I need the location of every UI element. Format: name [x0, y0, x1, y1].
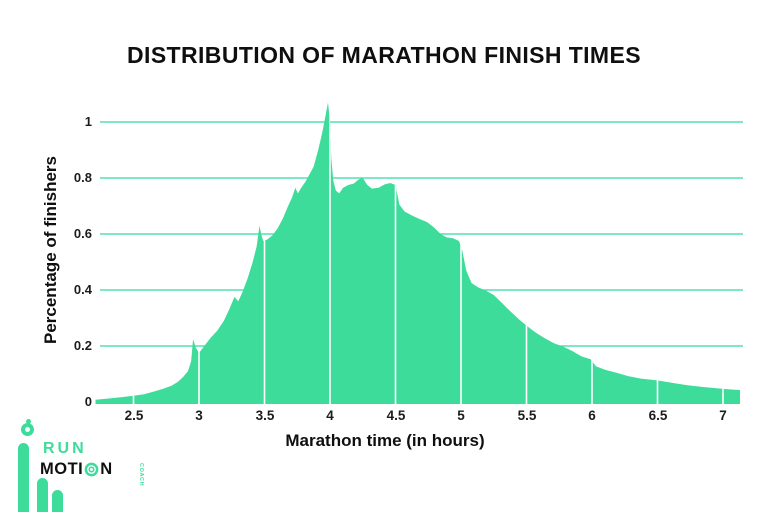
- y-tick-label: 1: [84, 114, 92, 129]
- x-tick-label: 4: [326, 408, 334, 423]
- runner-head-dot-icon: [26, 419, 31, 424]
- x-tick-label: 5.5: [517, 408, 537, 423]
- logo-motion-text: MOTI N: [40, 460, 113, 479]
- x-tick-label: 2.5: [124, 408, 144, 423]
- runner-head-icon: [21, 423, 34, 436]
- x-axis-label: Marathon time (in hours): [285, 431, 485, 450]
- target-o-icon: [84, 462, 99, 477]
- runmotion-logo: RUN MOTI N COACH: [0, 418, 180, 512]
- y-tick-label: 0.8: [73, 170, 92, 185]
- y-tick-label: 0.6: [73, 226, 92, 241]
- x-tick-label: 6: [588, 408, 596, 423]
- logo-bar-medium-icon: [37, 478, 48, 512]
- logo-bar-short-icon: [52, 490, 63, 512]
- x-tick-label: 6.5: [648, 408, 668, 423]
- finish-time-distribution-area: [95, 102, 740, 405]
- logo-motion-post: N: [100, 460, 113, 478]
- x-tick-label: 7: [719, 408, 727, 423]
- x-tick-label: 5: [457, 408, 465, 423]
- x-tick-label: 4.5: [386, 408, 406, 423]
- y-tick-label: 0: [84, 394, 92, 409]
- logo-motion-pre: MOTI: [40, 460, 84, 478]
- y-tick-label: 0.4: [73, 282, 92, 297]
- y-tick-label: 0.2: [73, 338, 92, 353]
- x-tick-label: 3: [195, 408, 203, 423]
- logo-run-text: RUN: [43, 440, 87, 457]
- chart-title: DISTRIBUTION OF MARATHON FINISH TIMES: [127, 42, 641, 68]
- logo-coach-text: COACH: [138, 463, 144, 487]
- logo-bar-tall-icon: [18, 443, 29, 512]
- x-tick-label: 3.5: [255, 408, 275, 423]
